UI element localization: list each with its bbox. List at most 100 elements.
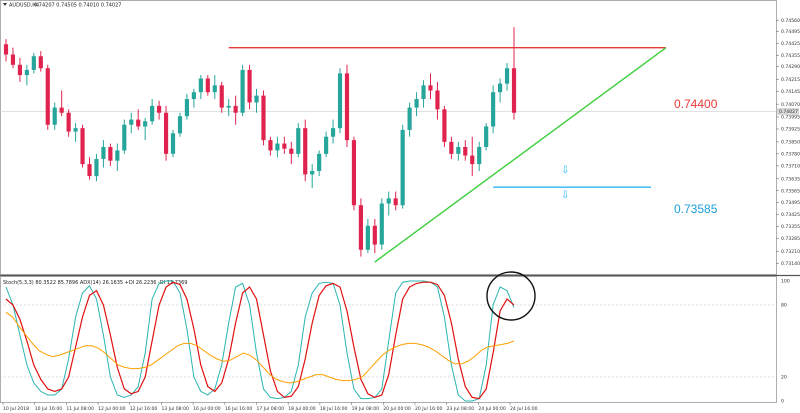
down-arrow-icon: ⇩	[561, 165, 569, 176]
ohlc-readout: 0.74207 0.74505 0.74010 0.74027	[34, 3, 121, 9]
candle-body	[456, 146, 461, 154]
candle-body	[122, 124, 127, 151]
candle-body	[400, 129, 405, 206]
candle-body	[108, 146, 113, 161]
time-tick-label: 20 Jul 16:00	[415, 406, 443, 412]
candle-body	[184, 99, 190, 117]
candle-body	[317, 153, 322, 171]
price-tick-label: 0.73425	[781, 212, 800, 218]
candle-body	[414, 99, 419, 108]
candle-body	[177, 116, 183, 134]
candle-body	[511, 68, 517, 113]
indicator-tick-label: 80	[781, 303, 787, 309]
candle-body	[17, 64, 23, 76]
candle-body	[205, 78, 210, 93]
candle-body	[386, 198, 391, 204]
candle-body	[261, 95, 266, 141]
candle-body	[477, 146, 482, 165]
time-tick-label: 11 Jul 08:00	[66, 406, 94, 412]
candle-body	[170, 133, 176, 154]
candle-body	[219, 85, 224, 108]
candle-body	[344, 73, 350, 141]
time-tick-label: 10 Jul 2018	[3, 406, 29, 412]
candle-body	[463, 146, 468, 156]
support-trendline[interactable]	[374, 47, 667, 263]
price-tick-label: 0.74495	[781, 29, 800, 35]
price-tick-label: 0.73355	[781, 224, 800, 230]
price-tick-label: 0.74560	[781, 18, 800, 24]
candle-body	[358, 205, 363, 250]
indicator-pane-frame	[0, 276, 777, 403]
candle-body	[268, 140, 273, 151]
candle-body	[324, 136, 329, 154]
price-tick-label: 0.74425	[781, 41, 800, 47]
price-tick-label: 0.74070	[781, 102, 800, 108]
price-tick-label: 0.73995	[781, 115, 800, 121]
indicator-tick-label: 0	[781, 399, 784, 405]
candle-body	[310, 170, 315, 175]
candle-body	[247, 69, 252, 103]
price-tick-label: 0.74355	[781, 53, 800, 59]
candle-body	[449, 141, 454, 154]
current-price-value: 0.74027	[779, 109, 798, 115]
candle-body	[330, 128, 336, 137]
price-tick-label: 0.73780	[781, 151, 800, 157]
candlestick-series	[3, 27, 517, 257]
time-tick-label: 18 Jul 16:00	[320, 406, 348, 412]
candle-body	[275, 143, 280, 151]
time-tick-label: 17 Jul 08:00	[257, 406, 285, 412]
candle-body	[94, 158, 99, 177]
candle-body	[421, 85, 426, 100]
time-tick-label: 24 Jul 16:00	[510, 406, 538, 412]
time-tick-label: 16 Jul 00:00	[193, 406, 221, 412]
candle-body	[303, 128, 308, 175]
candle-body	[163, 112, 169, 154]
indicator-label: Stoch(5,3,3) 80.3522 85.7896 ADX(14) 26.…	[3, 280, 187, 286]
price-tick-label: 0.74290	[781, 64, 800, 70]
current-price-tag: 0.74027	[777, 108, 799, 115]
candle-body	[73, 128, 78, 132]
time-tick-label: 13 Jul 08:00	[161, 406, 189, 412]
indicator-tick-label: 100	[781, 279, 790, 285]
candle-body	[129, 119, 134, 125]
candle-body	[191, 92, 196, 100]
candle-body	[10, 54, 16, 65]
current-price-tag-bg	[777, 108, 799, 116]
indicator-tick-label: 20	[781, 375, 787, 381]
symbol-label: AUDUSD,H4	[9, 3, 39, 9]
highlight-circle	[486, 271, 536, 321]
candle-body	[337, 73, 343, 129]
time-tick-label: 16 Jul 16:00	[225, 406, 253, 412]
candle-body	[233, 105, 238, 113]
price-tick-label: 0.73925	[781, 127, 800, 133]
candle-body	[101, 146, 106, 159]
time-tick-label: 10 Jul 16:00	[35, 406, 63, 412]
collapse-triangle-icon[interactable]	[3, 3, 7, 6]
candle-body	[3, 44, 9, 55]
price-tick-label: 0.73565	[781, 188, 800, 194]
chart-header: AUDUSD,H4 0.74207 0.74505 0.74010 0.7402…	[3, 3, 121, 9]
candle-body	[150, 105, 155, 122]
candle-body	[115, 150, 120, 161]
time-tick-label: 23 Jul 08:00	[447, 406, 475, 412]
candle-body	[428, 85, 433, 91]
price-tick-label: 0.73140	[781, 261, 800, 267]
candle-body	[31, 56, 36, 70]
candle-body	[393, 198, 398, 206]
candle-body	[254, 95, 259, 103]
candle-body	[87, 164, 92, 177]
indicator-line-2	[5, 311, 515, 384]
time-tick-label: 19 Jul 08:00	[352, 406, 380, 412]
candle-body	[66, 112, 71, 132]
time-tick-label: 18 Jul 00:00	[288, 406, 316, 412]
candle-body	[407, 107, 412, 130]
price-tick-label: 0.74145	[781, 89, 800, 95]
price-tick-label: 0.73635	[781, 176, 800, 182]
candle-body	[365, 225, 370, 250]
candle-body	[282, 143, 287, 149]
candle-body	[52, 107, 57, 125]
candle-body	[59, 107, 64, 113]
price-tick-label: 0.73850	[781, 139, 800, 145]
price-tick-label: 0.73710	[781, 163, 800, 169]
